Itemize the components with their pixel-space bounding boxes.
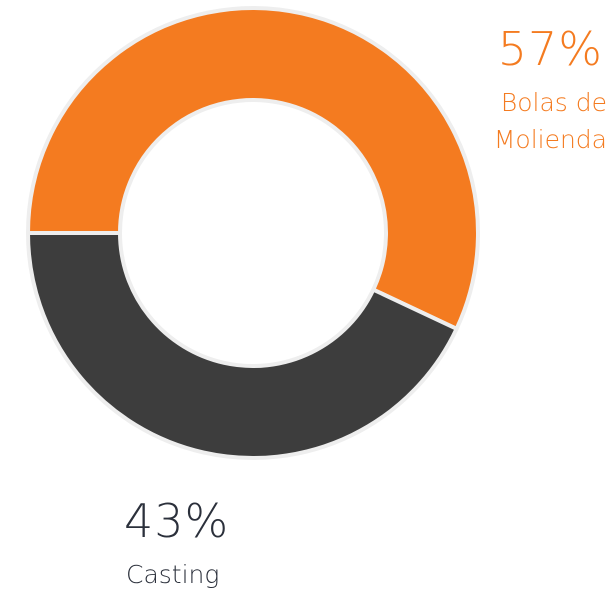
category-label: Bolas de Molienda xyxy=(493,88,607,154)
donut-segment xyxy=(25,231,460,460)
value-label: 43% xyxy=(124,494,230,548)
donut-segment xyxy=(25,6,480,332)
category-label: Casting xyxy=(126,560,220,589)
value-label: 57% xyxy=(497,22,603,76)
